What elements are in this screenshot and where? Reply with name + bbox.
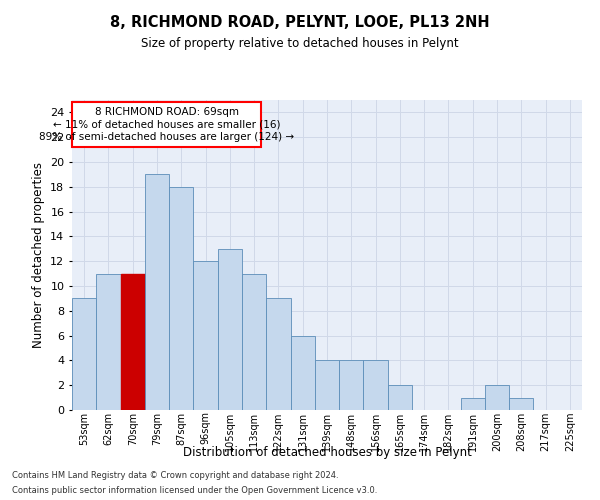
Bar — [145, 174, 169, 410]
Text: 8 RICHMOND ROAD: 69sqm: 8 RICHMOND ROAD: 69sqm — [95, 108, 239, 118]
Bar — [485, 385, 509, 410]
FancyBboxPatch shape — [72, 102, 262, 147]
Bar — [266, 298, 290, 410]
Bar — [315, 360, 339, 410]
Bar — [169, 187, 193, 410]
Y-axis label: Number of detached properties: Number of detached properties — [32, 162, 44, 348]
Bar — [242, 274, 266, 410]
Text: ← 11% of detached houses are smaller (16): ← 11% of detached houses are smaller (16… — [53, 120, 280, 130]
Bar — [121, 274, 145, 410]
Bar — [388, 385, 412, 410]
Bar — [290, 336, 315, 410]
Bar — [96, 274, 121, 410]
Bar — [364, 360, 388, 410]
Bar — [218, 249, 242, 410]
Text: 8, RICHMOND ROAD, PELYNT, LOOE, PL13 2NH: 8, RICHMOND ROAD, PELYNT, LOOE, PL13 2NH — [110, 15, 490, 30]
Text: Contains HM Land Registry data © Crown copyright and database right 2024.: Contains HM Land Registry data © Crown c… — [12, 471, 338, 480]
Text: Distribution of detached houses by size in Pelynt: Distribution of detached houses by size … — [182, 446, 472, 459]
Bar — [193, 261, 218, 410]
Bar — [509, 398, 533, 410]
Text: Size of property relative to detached houses in Pelynt: Size of property relative to detached ho… — [141, 38, 459, 51]
Text: Contains public sector information licensed under the Open Government Licence v3: Contains public sector information licen… — [12, 486, 377, 495]
Bar — [461, 398, 485, 410]
Bar — [72, 298, 96, 410]
Bar — [339, 360, 364, 410]
Text: 89% of semi-detached houses are larger (124) →: 89% of semi-detached houses are larger (… — [39, 132, 294, 142]
